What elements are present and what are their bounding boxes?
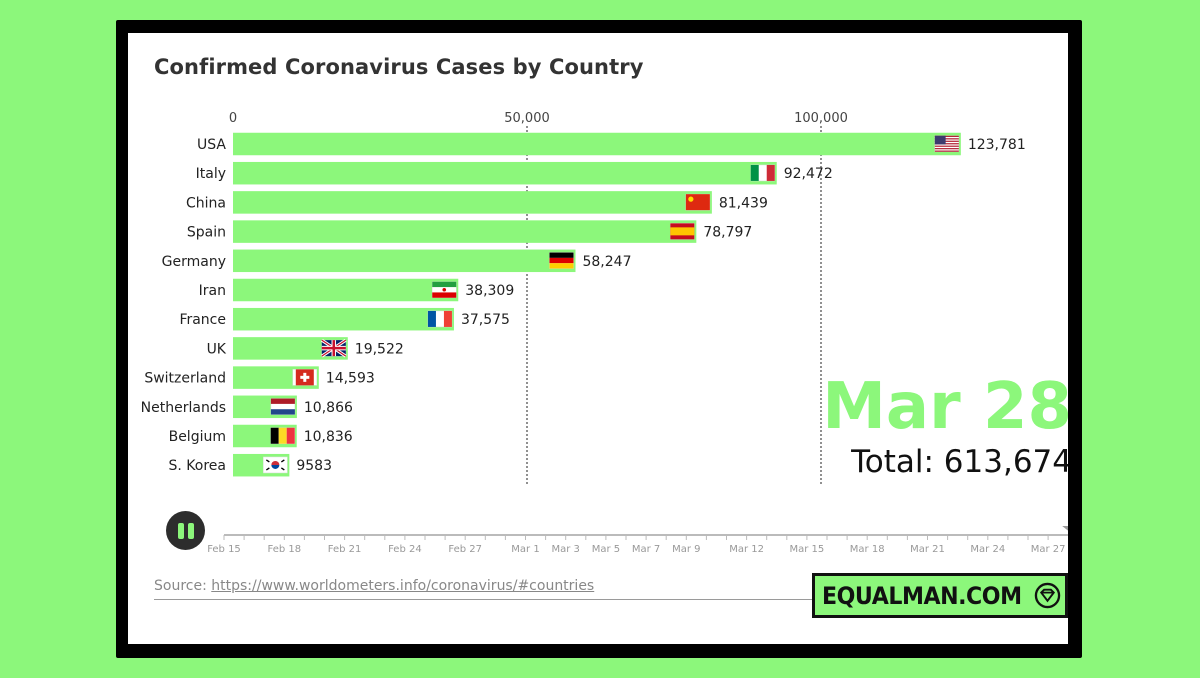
diamond-logo-icon [1034,582,1061,609]
value-label: 10,866 [304,400,353,416]
brand-name: EQUALMAN.COM [822,581,1022,610]
category-label: USA [197,137,226,153]
category-label: France [179,312,226,328]
category-label: Spain [187,225,226,241]
us-flag-icon [934,135,960,152]
category-label: UK [207,341,227,357]
belgium-flag-icon [270,427,295,444]
timeline-handle[interactable] [1062,526,1068,534]
south-korea-flag-icon [263,456,288,474]
value-label: 123,781 [968,137,1026,153]
value-label: 58,247 [582,254,631,270]
category-label: Germany [162,254,226,270]
value-label: 92,472 [784,166,833,182]
bar [233,220,697,243]
value-label: 14,593 [326,371,375,387]
current-date: Mar 28 [822,370,1068,444]
bar-chart: 0 50,000 100,000 USA 123,781 Italy 92,472 China… [141,111,1068,555]
pause-button[interactable] [166,511,205,550]
netherlands-flag-icon [270,398,296,415]
x-tick-label: 100,000 [794,111,848,126]
chart-panel: Confirmed Coronavirus Cases by Country 0… [128,33,1068,644]
timeline-tick-label: Mar 9 [672,544,700,555]
category-label: S. Korea [169,458,226,474]
timeline-tick-label: Feb 21 [328,544,362,555]
italy-flag-icon [750,164,775,182]
timeline-tick-label: Mar 12 [729,544,764,555]
bar [233,249,576,273]
china-flag-icon [685,193,711,211]
value-label: 10,836 [304,429,353,445]
total-cases: Total: 613,674 [851,444,1068,480]
uk-flag-icon [320,338,347,358]
bar [233,278,459,302]
brand-badge[interactable]: EQUALMAN.COM [812,573,1068,618]
value-label: 19,522 [355,341,404,357]
timeline-tick-label: Mar 3 [551,544,579,555]
france-flag-icon [427,310,453,328]
value-label: 38,309 [465,283,514,299]
bar [233,191,712,214]
pause-icon [177,522,194,539]
iran-flag-icon [432,281,457,298]
timeline-tick-label: Mar 24 [970,544,1005,555]
value-label: 37,575 [461,312,510,328]
value-label: 9583 [296,458,332,474]
x-tick-label: 0 [229,111,237,126]
value-label: 81,439 [719,195,768,211]
video-frame: Confirmed Coronavirus Cases by Country 0… [116,20,1082,658]
timeline-tick-label: Mar 18 [850,544,885,555]
timeline-tick-label: Feb 27 [448,544,482,555]
timeline-tick-label: Mar 21 [910,544,945,555]
category-label: Netherlands [141,400,226,416]
bar [233,161,777,185]
switzerland-flag-icon [292,369,318,386]
timeline-tick-label: Feb 15 [207,544,241,555]
source-link[interactable]: https://www.worldometers.info/coronaviru… [211,578,595,594]
source-divider [154,599,1054,600]
value-label: 78,797 [703,225,752,241]
timeline-tick-label: Mar 5 [592,544,620,555]
bar [233,337,348,360]
bar [233,132,961,156]
timeline-tick-label: Mar 15 [790,544,825,555]
category-label: China [186,195,226,211]
source-prefix: Source: [154,578,212,594]
category-label: Belgium [169,429,226,445]
bar [233,307,454,331]
timeline-tick-label: Mar 1 [511,544,539,555]
source-line: Source: https://www.worldometers.info/co… [154,578,594,594]
spain-flag-icon [670,223,695,240]
timeline-tick-label: Feb 24 [388,544,422,555]
chart-title: Confirmed Coronavirus Cases by Country [154,55,644,79]
category-label: Italy [196,166,226,182]
category-label: Switzerland [144,371,226,387]
germany-flag-icon [549,252,574,269]
category-label: Iran [199,283,226,299]
timeline-tick-label: Mar 7 [632,544,660,555]
timeline-tick-label: Mar 27 [1031,544,1066,555]
x-tick-label: 50,000 [504,111,550,126]
timeline-tick-label: Feb 18 [267,544,301,555]
